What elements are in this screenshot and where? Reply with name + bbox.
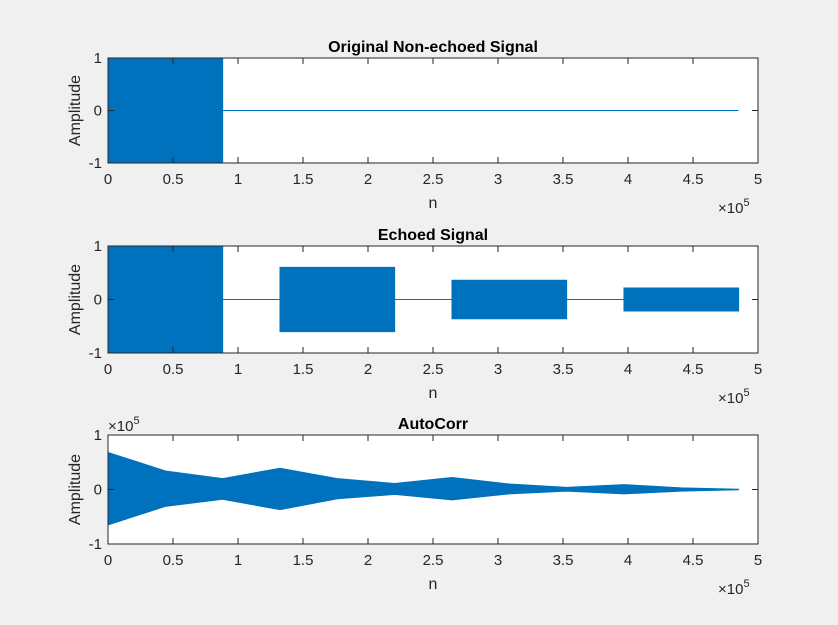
- x-exponent-label: ×105: [718, 387, 750, 407]
- x-exponent-label: ×105: [718, 578, 750, 598]
- x-tick-label: 0.5: [163, 552, 184, 569]
- x-tick-label: 3.5: [553, 171, 574, 188]
- x-tick-label: 1: [234, 552, 242, 569]
- x-tick-label: 4: [624, 361, 632, 378]
- y-tick-label: -1: [89, 345, 102, 362]
- x-tick-label: 0: [104, 361, 112, 378]
- x-tick-label: 2: [364, 171, 372, 188]
- x-tick-label: 2.5: [423, 552, 444, 569]
- x-exponent-label: ×105: [718, 197, 750, 217]
- x-tick-label: 0: [104, 552, 112, 569]
- x-axis-label: n: [429, 576, 438, 593]
- x-tick-label: 2.5: [423, 171, 444, 188]
- x-tick-label: 5: [754, 552, 762, 569]
- x-tick-label: 4: [624, 552, 632, 569]
- x-tick-label: 1.5: [293, 171, 314, 188]
- x-tick-label: 3: [494, 171, 502, 188]
- x-tick-label: 2.5: [423, 361, 444, 378]
- x-tick-label: 3: [494, 552, 502, 569]
- chart-title: AutoCorr: [398, 416, 468, 433]
- y-axis-label: Amplitude: [67, 75, 84, 146]
- x-tick-label: 3.5: [553, 552, 574, 569]
- x-tick-label: 1: [234, 171, 242, 188]
- x-tick-label: 5: [754, 171, 762, 188]
- y-tick-label: 0: [94, 292, 102, 309]
- chart-title: Original Non-echoed Signal: [328, 39, 538, 56]
- x-tick-label: 0: [104, 171, 112, 188]
- x-tick-label: 4: [624, 171, 632, 188]
- y-exponent-label: ×105: [108, 415, 140, 435]
- x-tick-label: 4.5: [683, 171, 704, 188]
- x-tick-label: 1.5: [293, 552, 314, 569]
- x-tick-label: 3: [494, 361, 502, 378]
- y-tick-label: 0: [94, 103, 102, 120]
- x-tick-label: 4.5: [683, 361, 704, 378]
- axes-3: 0 0.5 1 1.5 2 2.5 3 3.5 4 4.5 5-101AutoCorrnAmplit…: [67, 415, 762, 598]
- chart-title: Echoed Signal: [378, 227, 488, 244]
- y-tick-label: 0: [94, 482, 102, 499]
- y-axis-label: Amplitude: [67, 454, 84, 525]
- x-tick-label: 4.5: [683, 552, 704, 569]
- signal-series: [107, 245, 740, 354]
- x-tick-label: 0.5: [163, 361, 184, 378]
- y-tick-label: 1: [94, 427, 102, 444]
- x-tick-label: 1.5: [293, 361, 314, 378]
- x-tick-label: 3.5: [553, 361, 574, 378]
- signal-series: [107, 451, 739, 526]
- x-tick-label: 5: [754, 361, 762, 378]
- x-tick-label: 0.5: [163, 171, 184, 188]
- y-axis-label: Amplitude: [67, 264, 84, 335]
- y-tick-label: 1: [94, 238, 102, 255]
- y-tick-label: -1: [89, 536, 102, 553]
- x-tick-label: 1: [234, 361, 242, 378]
- x-tick-label: 2: [364, 552, 372, 569]
- y-tick-label: -1: [89, 155, 102, 172]
- y-tick-label: 1: [94, 50, 102, 67]
- x-axis-label: n: [429, 385, 438, 402]
- x-axis-label: n: [429, 195, 438, 212]
- x-tick-label: 2: [364, 361, 372, 378]
